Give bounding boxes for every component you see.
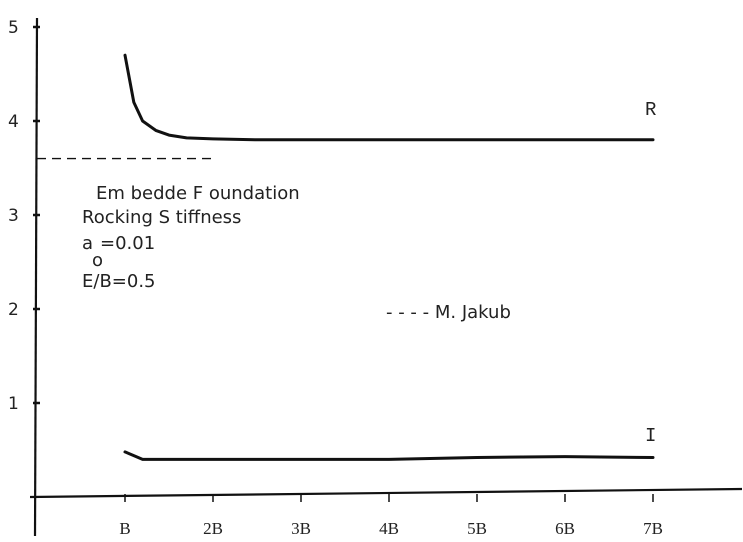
y-tick-label: 3 [8,206,19,226]
y-tick-label: 2 [8,300,19,320]
x-tick-label: 2B [203,519,223,538]
series-label-i: I [645,425,656,447]
annotation-line-4: E/B=0.5 [82,271,156,292]
x-tick-label: B [119,519,130,538]
series-line-r [123,53,655,142]
series-line-i [123,450,655,461]
annotation-subscript-o: o [92,250,103,271]
series-labels: R I [645,99,656,447]
annotation-a: a [82,233,93,254]
annotation-value: =0.01 [100,233,155,254]
x-tick-label: 7B [643,519,663,538]
x-tick-label: 6B [555,519,575,538]
y-tick-label: 1 [8,394,19,414]
series-group [37,53,655,461]
x-ticks: B 2B 3B 4B 5B 6B 7B [119,494,663,538]
y-tick-label: 4 [8,112,19,132]
x-tick-label: 3B [291,519,311,538]
x-tick-label: 5B [467,519,487,538]
annotation-block: Em bedde F oundation Rocking S tiffness … [82,183,300,292]
annotation-line-1: Em bedde F oundation [96,183,300,204]
x-axis [29,487,743,499]
legend: - - - - M. Jakub [386,302,511,323]
y-tick-label: 5 [8,18,19,38]
y-axis [33,17,39,537]
plot-area: 1 2 3 4 5 B 2B 3B 4B 5B 6B 7B [8,17,743,538]
series-label-r: R [645,99,656,121]
annotation-line-2: Rocking S tiffness [82,207,241,228]
legend-entry: - - - - M. Jakub [386,302,511,323]
y-ticks: 1 2 3 4 5 [8,18,40,414]
x-tick-label: 4B [379,519,399,538]
